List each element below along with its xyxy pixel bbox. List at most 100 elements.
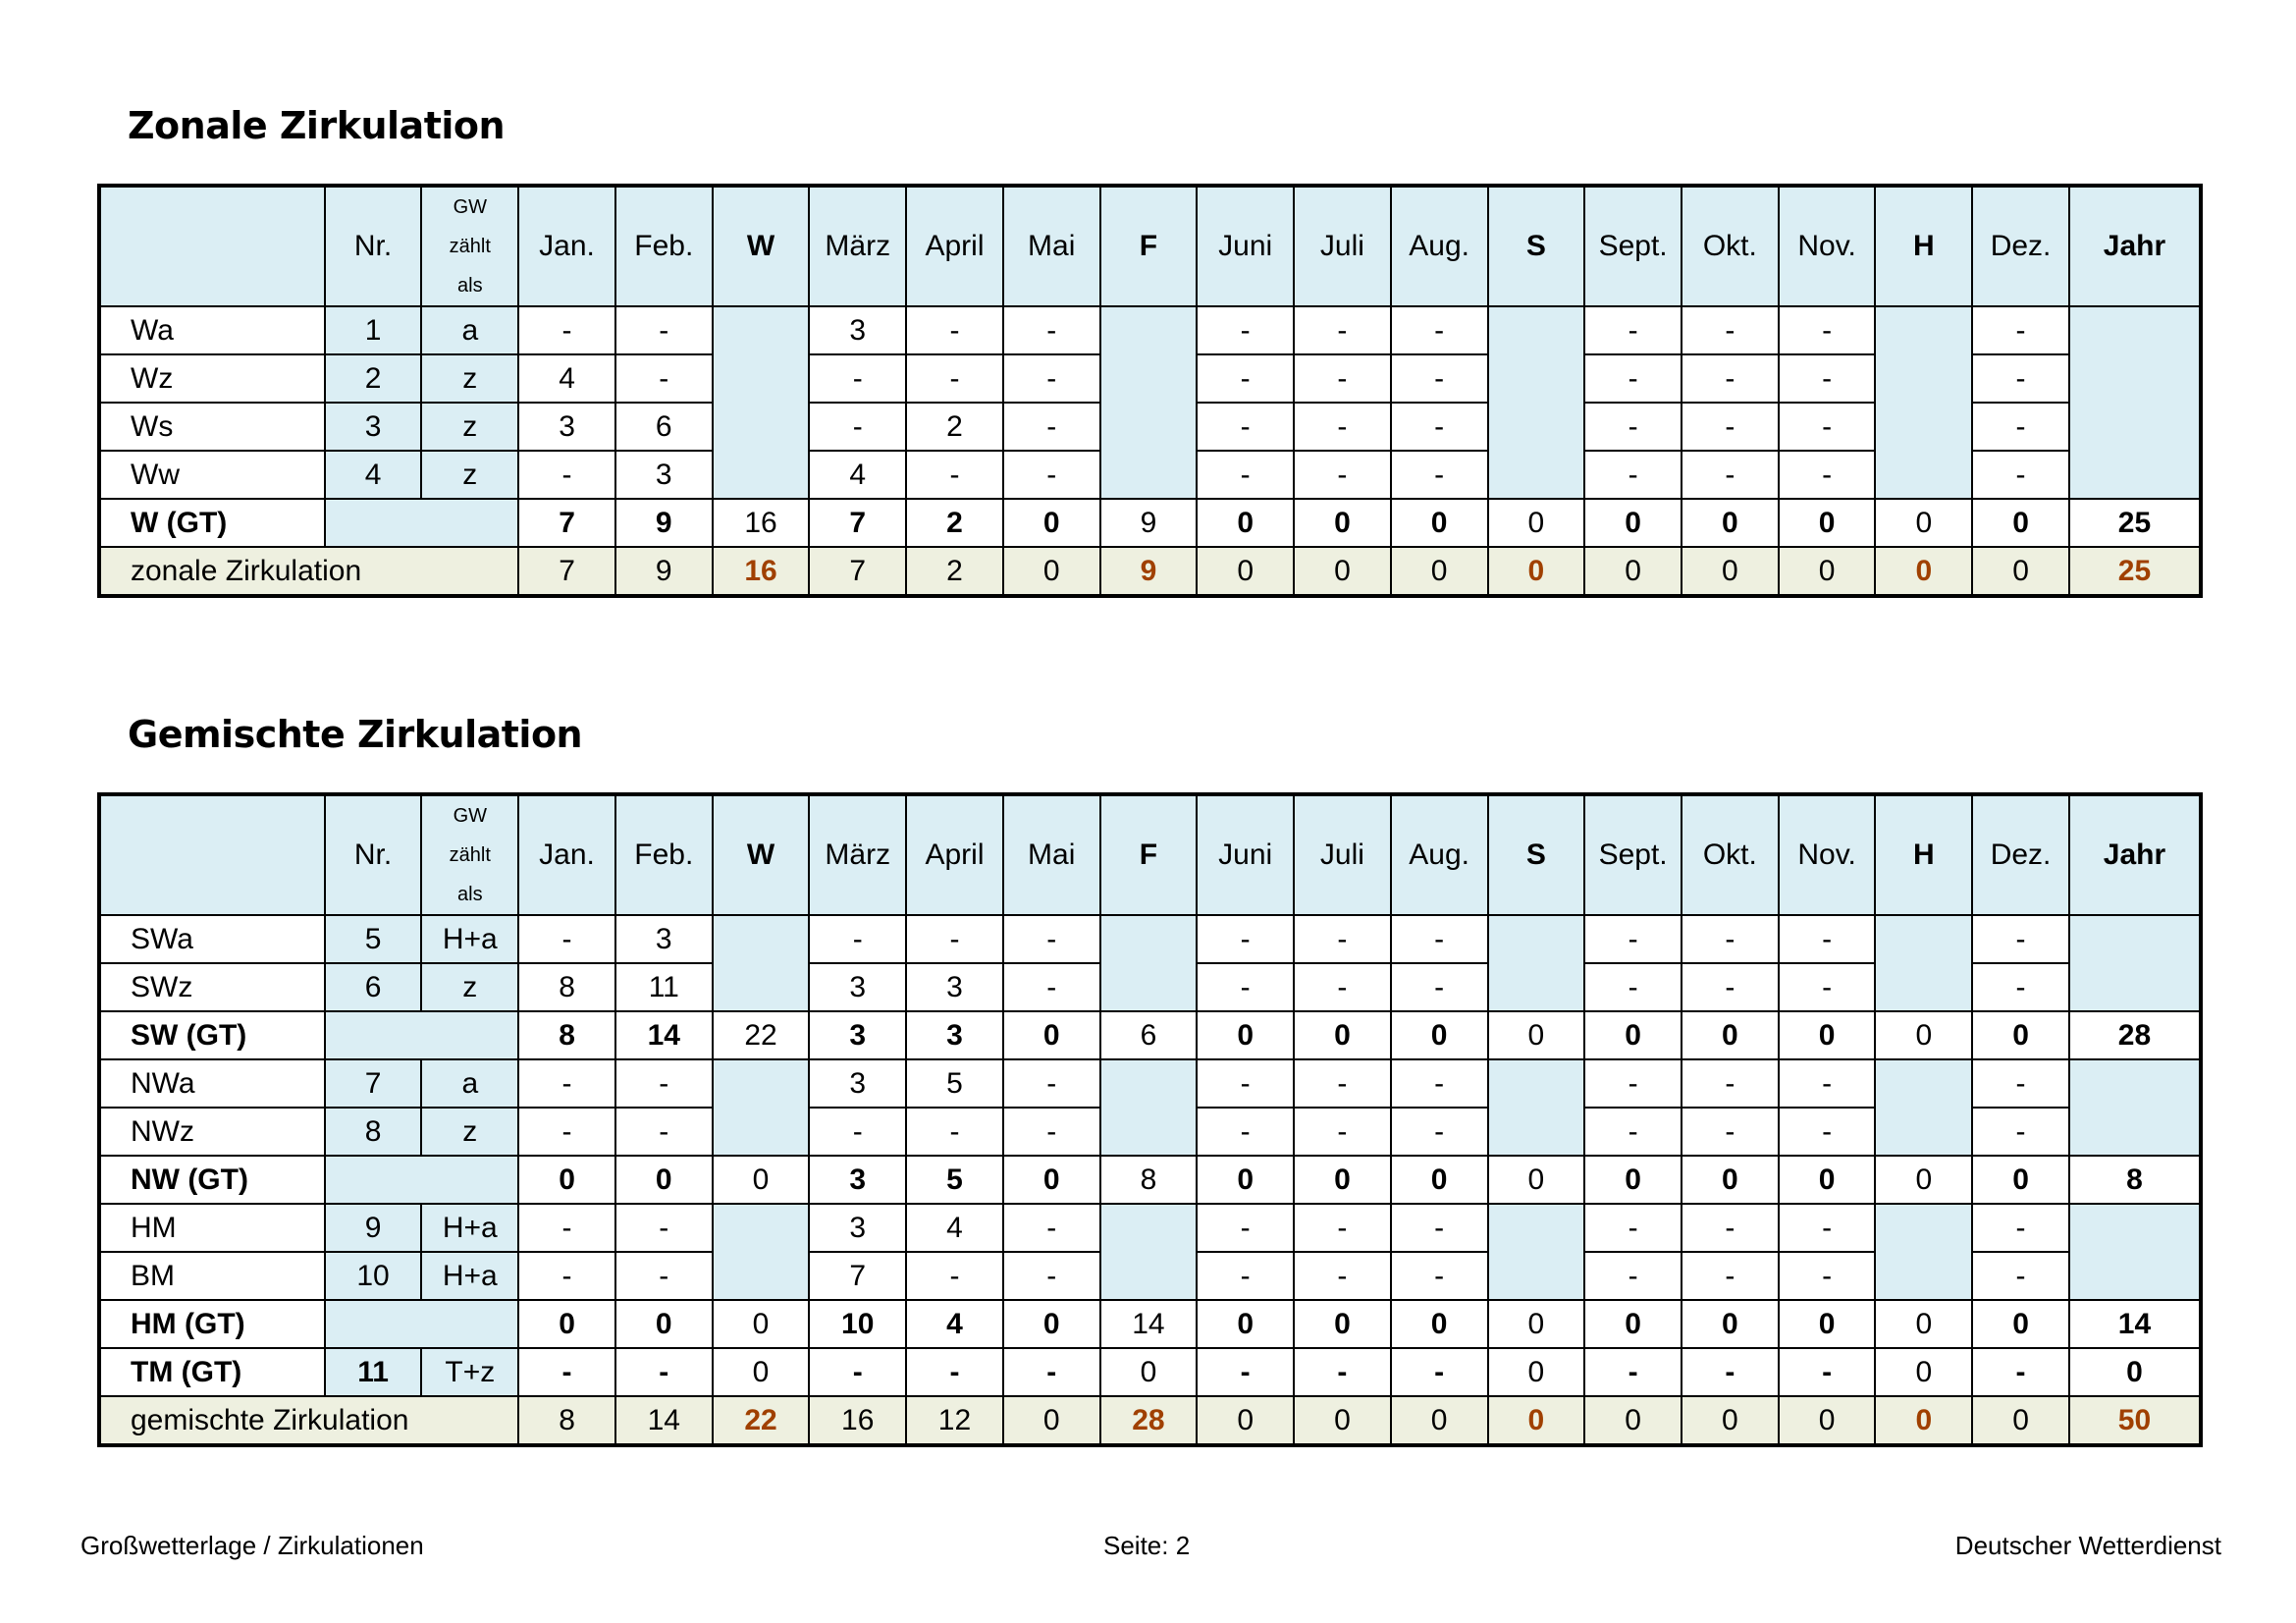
cell-okt: -	[1680, 402, 1780, 452]
row-gw: T+z	[420, 1347, 520, 1397]
cell-maerz: 4	[808, 450, 908, 500]
cell-juli: -	[1293, 1058, 1392, 1109]
table-row: SWa 5 H+a -3- - - - - - - - - -	[98, 914, 2203, 1012]
total-juli: 0	[1293, 1395, 1392, 1446]
season-blank-H	[1874, 305, 1974, 500]
row-gw: z	[420, 1107, 520, 1157]
row-nr-blank	[323, 1155, 520, 1205]
total-season-W: 16	[711, 546, 811, 597]
cell-juni: -	[1196, 1107, 1296, 1157]
cell-sept: -	[1583, 1251, 1682, 1301]
header-april: April	[905, 185, 1004, 307]
table-row: HM 9 H+a - -3 4- - - - - - - -	[98, 1203, 2203, 1301]
cell-okt: -	[1680, 1058, 1780, 1109]
row-label: Wz	[98, 353, 326, 404]
cell-jahr: 8	[2067, 1155, 2203, 1205]
cell-sept: 0	[1583, 1010, 1682, 1060]
cell-mai: 0	[1001, 1010, 1101, 1060]
cell-jahr: 28	[2067, 1010, 2203, 1060]
cell-jan: 4	[517, 353, 616, 404]
cell-nov: 0	[1777, 1155, 1877, 1205]
total-mai: 0	[1001, 1395, 1101, 1446]
cell-feb: -	[614, 1347, 714, 1397]
season-blank-F	[1098, 914, 1199, 1012]
cell-april: 2	[905, 498, 1004, 548]
cell-aug: -	[1389, 1251, 1489, 1301]
season-blank-H	[1874, 1058, 1974, 1157]
cell-jan: -	[517, 1251, 616, 1301]
cell-season-S: 0	[1486, 498, 1586, 548]
cell-aug: -	[1389, 353, 1489, 404]
total-aug: 0	[1389, 546, 1489, 597]
row-gw: z	[420, 450, 520, 500]
table-row: BM 10 H+a - -7- - - - - - - - -	[98, 1251, 2201, 1301]
cell-mai: -	[1001, 1203, 1101, 1253]
header-aug: Aug.	[1389, 185, 1489, 307]
total-okt: 0	[1680, 546, 1780, 597]
cell-sept: 0	[1583, 1299, 1682, 1349]
cell-april: -	[905, 1107, 1004, 1157]
total-nov: 0	[1777, 1395, 1877, 1446]
cell-aug: -	[1389, 962, 1489, 1012]
cell-season-F: 0	[1098, 1347, 1199, 1397]
season-blank-S	[1486, 1203, 1586, 1301]
header-juli: Juli	[1293, 185, 1392, 307]
row-label: HM	[98, 1203, 326, 1253]
row-nr: 10	[323, 1251, 423, 1301]
header-w: W	[711, 185, 811, 307]
total-season-F: 28	[1098, 1395, 1199, 1446]
cell-aug: -	[1389, 305, 1489, 355]
row-nr-blank	[323, 1299, 520, 1349]
cell-okt: 0	[1680, 1299, 1780, 1349]
cell-juli: -	[1293, 1251, 1392, 1301]
cell-april: -	[905, 1347, 1004, 1397]
cell-dez: -	[1971, 1058, 2070, 1109]
row-nr: 9	[323, 1203, 423, 1253]
cell-okt: 0	[1680, 498, 1780, 548]
cell-season-F: 14	[1098, 1299, 1199, 1349]
cell-nov: 0	[1777, 1299, 1877, 1349]
cell-juni: 0	[1196, 1299, 1296, 1349]
cell-mai: -	[1001, 1251, 1101, 1301]
row-gw: a	[420, 305, 520, 355]
cell-april: -	[905, 1251, 1004, 1301]
table-row: NWz 8 z - - - - - - - - - - - -	[98, 1107, 2201, 1157]
row-label: W (GT)	[98, 498, 326, 548]
header-märz: März	[808, 185, 908, 307]
season-blank-S	[1486, 305, 1586, 500]
total-feb: 14	[614, 1395, 714, 1446]
cell-juni: 0	[1196, 1155, 1296, 1205]
total-season-H: 0	[1874, 546, 1974, 597]
cell-dez: 0	[1971, 1010, 2070, 1060]
header-f: F	[1098, 185, 1199, 307]
cell-mai: -	[1001, 1347, 1101, 1397]
header-aug: Aug.	[1389, 793, 1489, 916]
header-feb: Feb.	[614, 185, 714, 307]
cell-juli: 0	[1293, 1155, 1392, 1205]
row-gw: z	[420, 962, 520, 1012]
header-jan: Jan.	[517, 185, 616, 307]
cell-sept: -	[1583, 1107, 1682, 1157]
cell-juli: 0	[1293, 498, 1392, 548]
cell-mai: -	[1001, 1058, 1101, 1109]
cell-season-W: 0	[711, 1155, 811, 1205]
cell-juni: -	[1196, 962, 1296, 1012]
cell-mai: -	[1001, 962, 1101, 1012]
row-label: SW (GT)	[98, 1010, 326, 1060]
season-blank-W	[711, 305, 811, 500]
row-label: SWz	[98, 962, 326, 1012]
total-jan: 7	[517, 546, 616, 597]
cell-sept: 0	[1583, 1155, 1682, 1205]
group-total-row: W (GT) 7 9 16 7 2 0 9 0 0 0 0 0 0 0 0 0 25	[98, 498, 2203, 548]
cell-okt: 0	[1680, 1010, 1780, 1060]
cell-dez: 0	[1971, 1155, 2070, 1205]
cell-jan: 0	[517, 1299, 616, 1349]
cell-season-H: 0	[1874, 1010, 1974, 1060]
section-title-mixed: Gemischte Zirkulation	[128, 713, 583, 756]
cell-feb: 6	[614, 402, 714, 452]
total-april: 2	[905, 546, 1004, 597]
cell-april: 5	[905, 1058, 1004, 1109]
total-sept: 0	[1583, 546, 1682, 597]
cell-mai: 0	[1001, 1155, 1101, 1205]
cell-dez: -	[1971, 305, 2070, 355]
